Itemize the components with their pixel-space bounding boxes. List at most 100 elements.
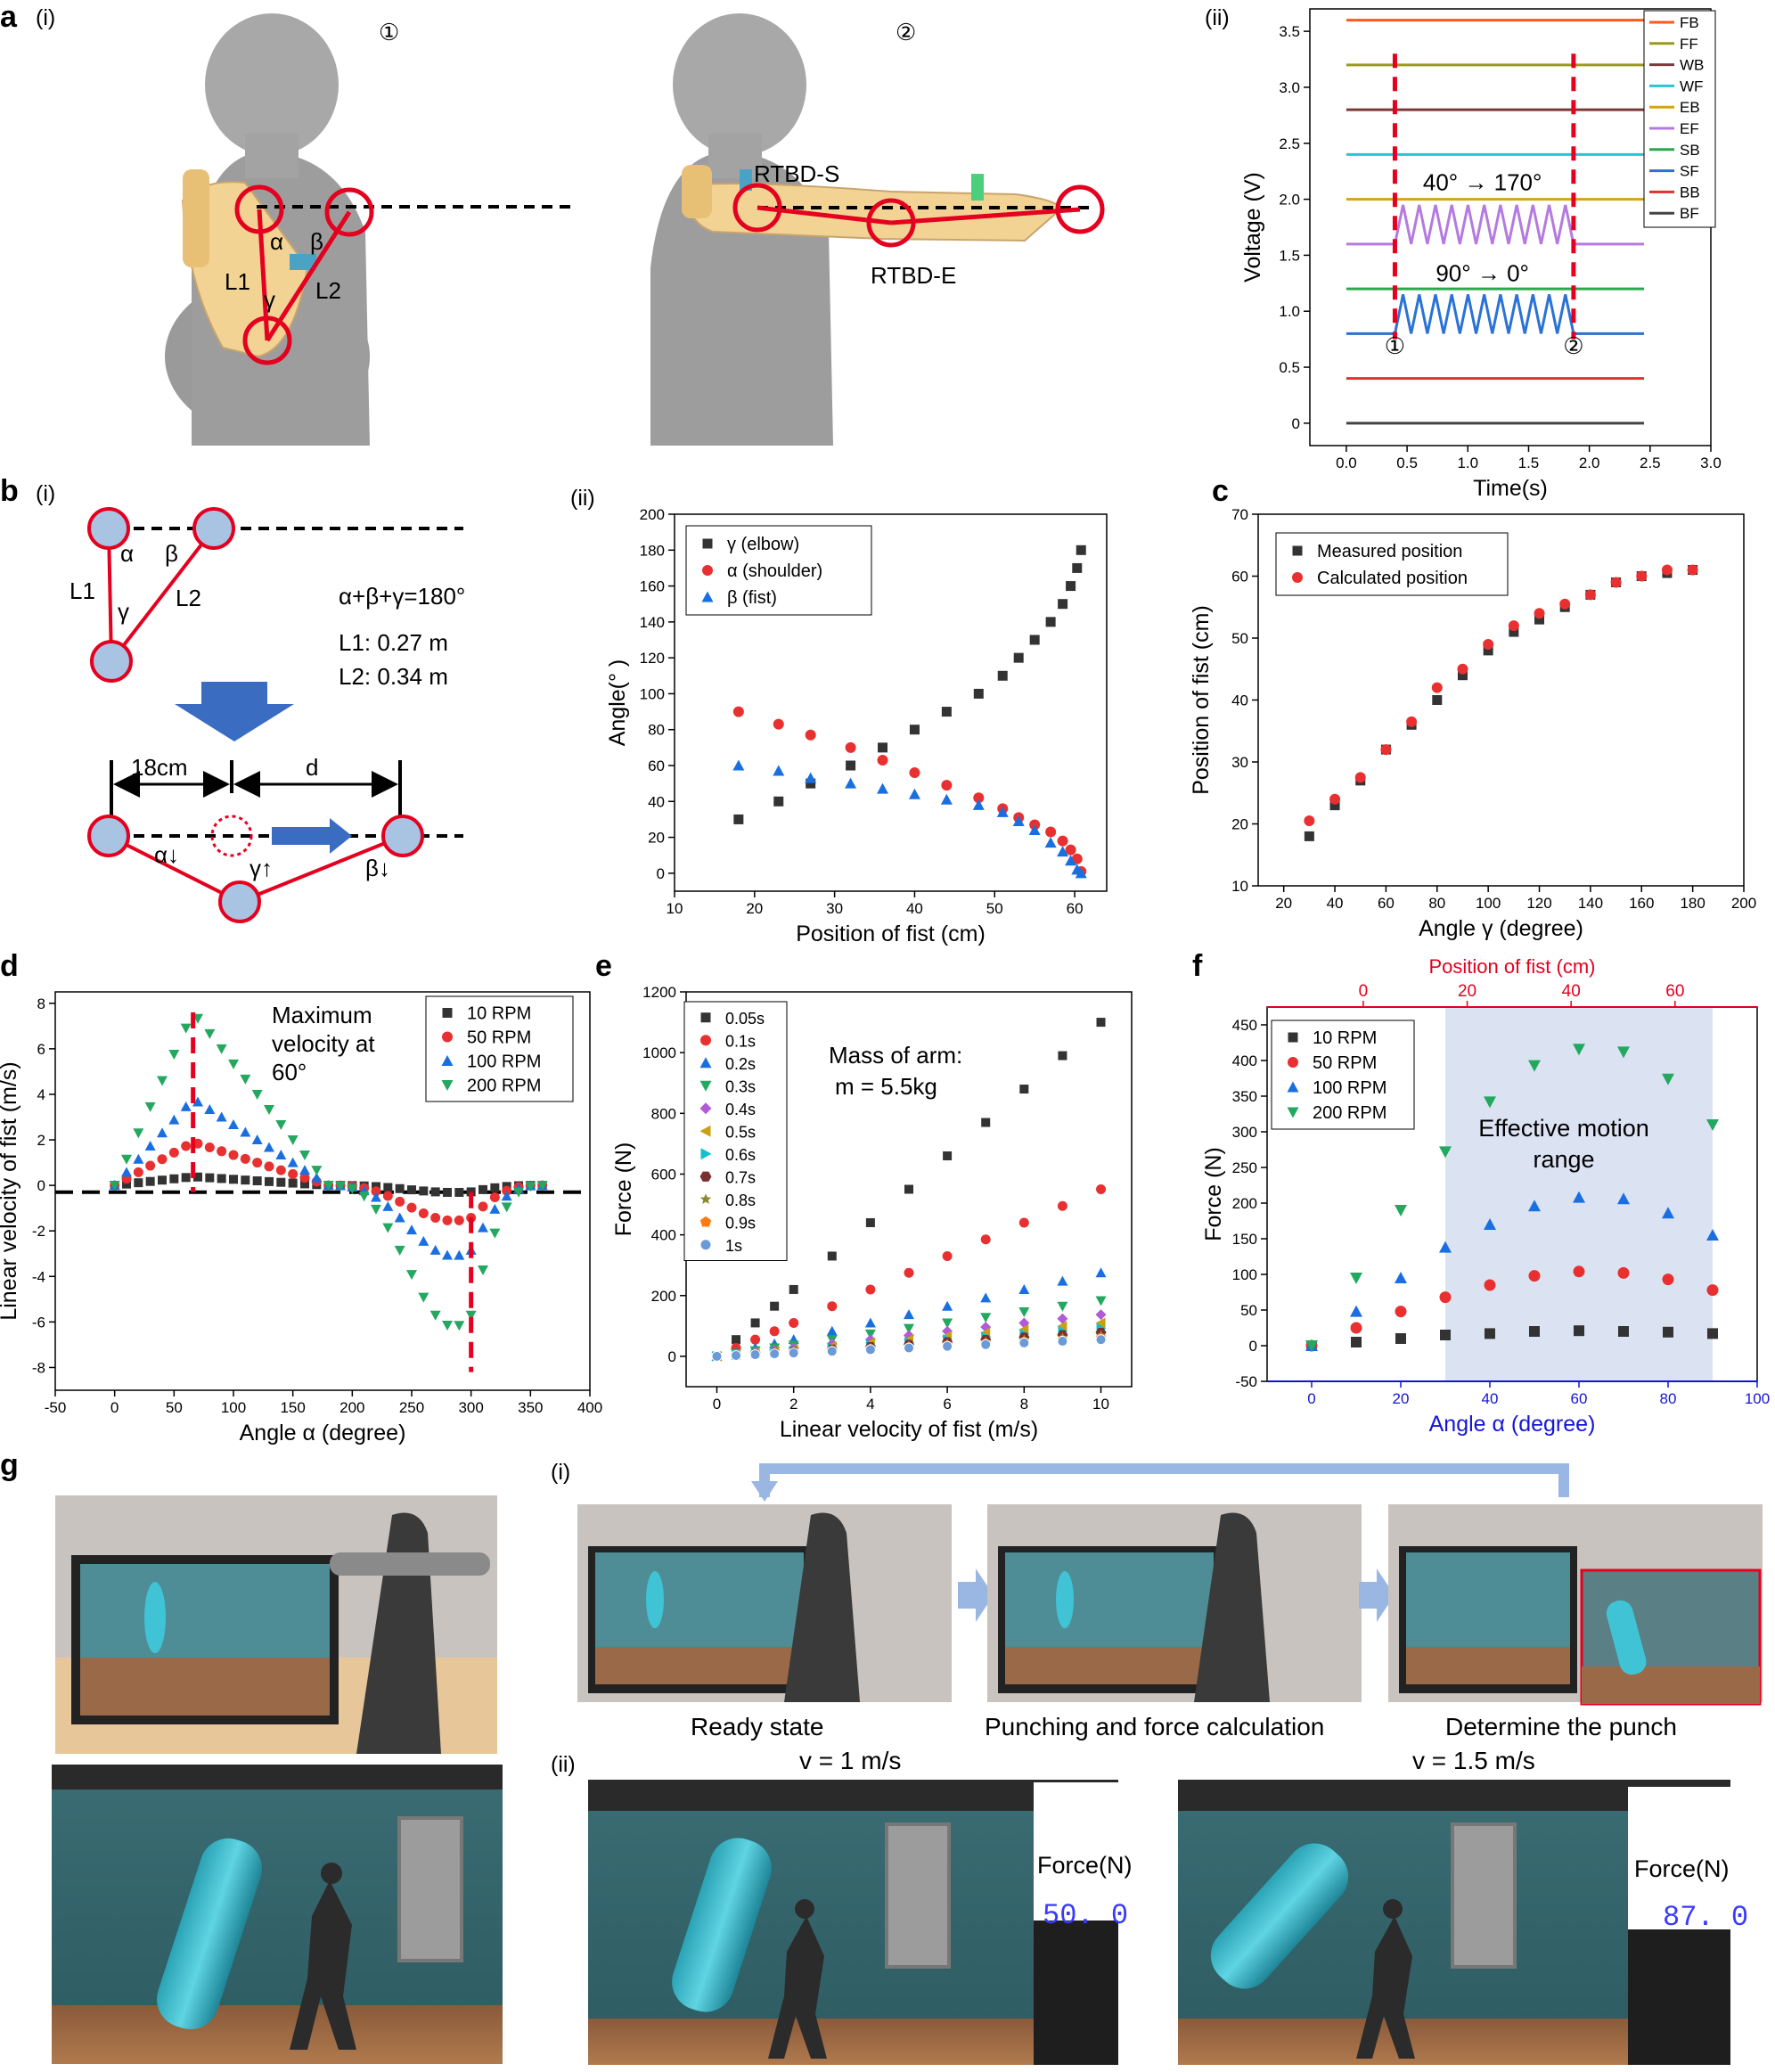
y-tick-label: 350 — [1232, 1088, 1257, 1105]
point-β (fist) — [877, 782, 889, 794]
b-i-schematic — [87, 507, 463, 923]
point-50 RPM — [181, 1141, 192, 1151]
panel-a-i-label: (i) — [36, 5, 55, 30]
point-10 RPM — [466, 1187, 476, 1197]
x2-tick-label: 40 — [1562, 982, 1581, 1001]
x-tick-label: 20 — [746, 900, 763, 917]
y-tick-label: 1.5 — [1279, 247, 1300, 264]
legend-label: 10 RPM — [467, 1004, 531, 1024]
point-100 RPM — [394, 1212, 405, 1223]
y-tick-label: -2 — [32, 1223, 45, 1240]
legend-label: 0.7s — [725, 1168, 756, 1186]
y-axis-label: Force (N) — [1201, 1147, 1226, 1241]
point-1s — [826, 1346, 838, 1357]
b-l2-value: L2: 0.34 m — [339, 663, 448, 690]
a-circ1-label: ① — [379, 19, 399, 45]
legend-box — [1275, 532, 1509, 596]
point-100 RPM — [192, 1096, 203, 1107]
panel-b-label: b — [0, 474, 19, 508]
point-0.05s — [750, 1318, 760, 1328]
point-0.4s — [1057, 1313, 1068, 1324]
point-Calculated position — [1534, 608, 1545, 619]
point-50 RPM — [275, 1165, 286, 1175]
legend-label: 0.6s — [725, 1146, 756, 1164]
point-α (shoulder) — [805, 729, 816, 741]
x-tick-label: 20 — [1275, 895, 1292, 912]
point-0.3s — [1018, 1306, 1030, 1317]
chart-a-ii: 0.0 0.5 1.0 1.5 2.0 2.5 3.0 0 0.5 1.0 1.5 2.0 2.5 3.0… — [1240, 8, 1722, 501]
point-200 RPM — [287, 1135, 299, 1146]
b-alpha-label: α — [120, 540, 134, 567]
point-100 RPM — [489, 1203, 501, 1214]
robot-figure-2 — [650, 13, 1062, 446]
point-10 RPM — [419, 1186, 429, 1196]
x-tick-label: 3.0 — [1700, 455, 1722, 471]
point-200 RPM — [358, 1192, 370, 1202]
point-Measured position — [1457, 670, 1468, 681]
point-1s — [1057, 1336, 1068, 1347]
point-0.1s — [827, 1301, 838, 1312]
point-β (fist) — [972, 798, 985, 810]
b-gamma-label: γ — [118, 598, 129, 625]
point-α (shoulder) — [877, 754, 888, 766]
legend-label: 50 RPM — [467, 1028, 531, 1048]
point-50 RPM — [299, 1173, 310, 1183]
point-100 RPM — [287, 1157, 299, 1167]
point-10 RPM — [1574, 1325, 1584, 1337]
x-tick-label: 100 — [1745, 1390, 1770, 1407]
point-50 RPM — [240, 1153, 250, 1164]
point-50 RPM — [264, 1161, 274, 1172]
point-γ (elbow) — [1045, 617, 1056, 627]
y-tick-label: -8 — [32, 1359, 45, 1376]
legend-marker — [441, 1080, 454, 1091]
point-1s — [864, 1344, 876, 1355]
point-0.3s — [904, 1323, 914, 1334]
b-eq-label: α+β+γ=180° — [339, 583, 465, 610]
point-200 RPM — [536, 1181, 548, 1192]
x-tick-label: 30 — [826, 900, 843, 917]
point-100 RPM — [1573, 1191, 1585, 1203]
point-Measured position — [1534, 614, 1545, 625]
point-γ (elbow) — [1076, 545, 1086, 555]
g-v1-caption: v = 1 m/s — [799, 1747, 901, 1774]
point-γ (elbow) — [733, 814, 744, 824]
y-tick-label: 3.0 — [1279, 79, 1300, 96]
legend-marker — [702, 538, 713, 549]
rtbd-e-label: RTBD-E — [871, 262, 956, 289]
point-β (fist) — [805, 772, 817, 783]
x-tick-label: 160 — [1629, 895, 1654, 912]
legend-marker — [1292, 545, 1303, 556]
legend-marker — [1292, 572, 1303, 583]
legend-marker — [442, 1008, 453, 1018]
g-punching-caption: Punching and force calculation — [985, 1713, 1324, 1740]
x-tick-label: 0 — [110, 1399, 119, 1416]
y-tick-label: 70 — [1231, 506, 1248, 523]
point-200 RPM — [418, 1292, 429, 1303]
x-tick-label: 6 — [943, 1396, 951, 1413]
x-tick-label: 10 — [1092, 1396, 1109, 1413]
point-0.05s — [789, 1284, 798, 1294]
y-tick-label: 0 — [668, 1348, 676, 1365]
point-50 RPM — [371, 1186, 381, 1197]
y-tick-label: 20 — [1231, 816, 1248, 833]
x-tick-label: 0 — [1307, 1390, 1315, 1407]
point-50 RPM — [133, 1167, 143, 1177]
point-100 RPM — [275, 1150, 287, 1160]
g-step-2-photo — [987, 1504, 1362, 1702]
legend-marker — [700, 1148, 712, 1160]
point-200 RPM — [525, 1182, 536, 1192]
y-tick-label: 40 — [648, 793, 665, 810]
legend-label: 200 RPM — [467, 1077, 541, 1096]
point-200 RPM — [1706, 1119, 1719, 1131]
legend-label: β (fist) — [727, 588, 777, 608]
point-10 RPM — [169, 1174, 179, 1183]
point-50 RPM — [382, 1191, 393, 1201]
point-200 RPM — [513, 1187, 524, 1198]
legend-label: BB — [1680, 184, 1700, 201]
x-tick-label: 0.5 — [1396, 455, 1418, 471]
point-0.2s — [1057, 1275, 1068, 1286]
point-γ (elbow) — [1058, 599, 1068, 610]
legend-label: 0.5s — [725, 1123, 756, 1141]
point-100 RPM — [429, 1244, 441, 1255]
point-γ (elbow) — [1013, 652, 1024, 663]
